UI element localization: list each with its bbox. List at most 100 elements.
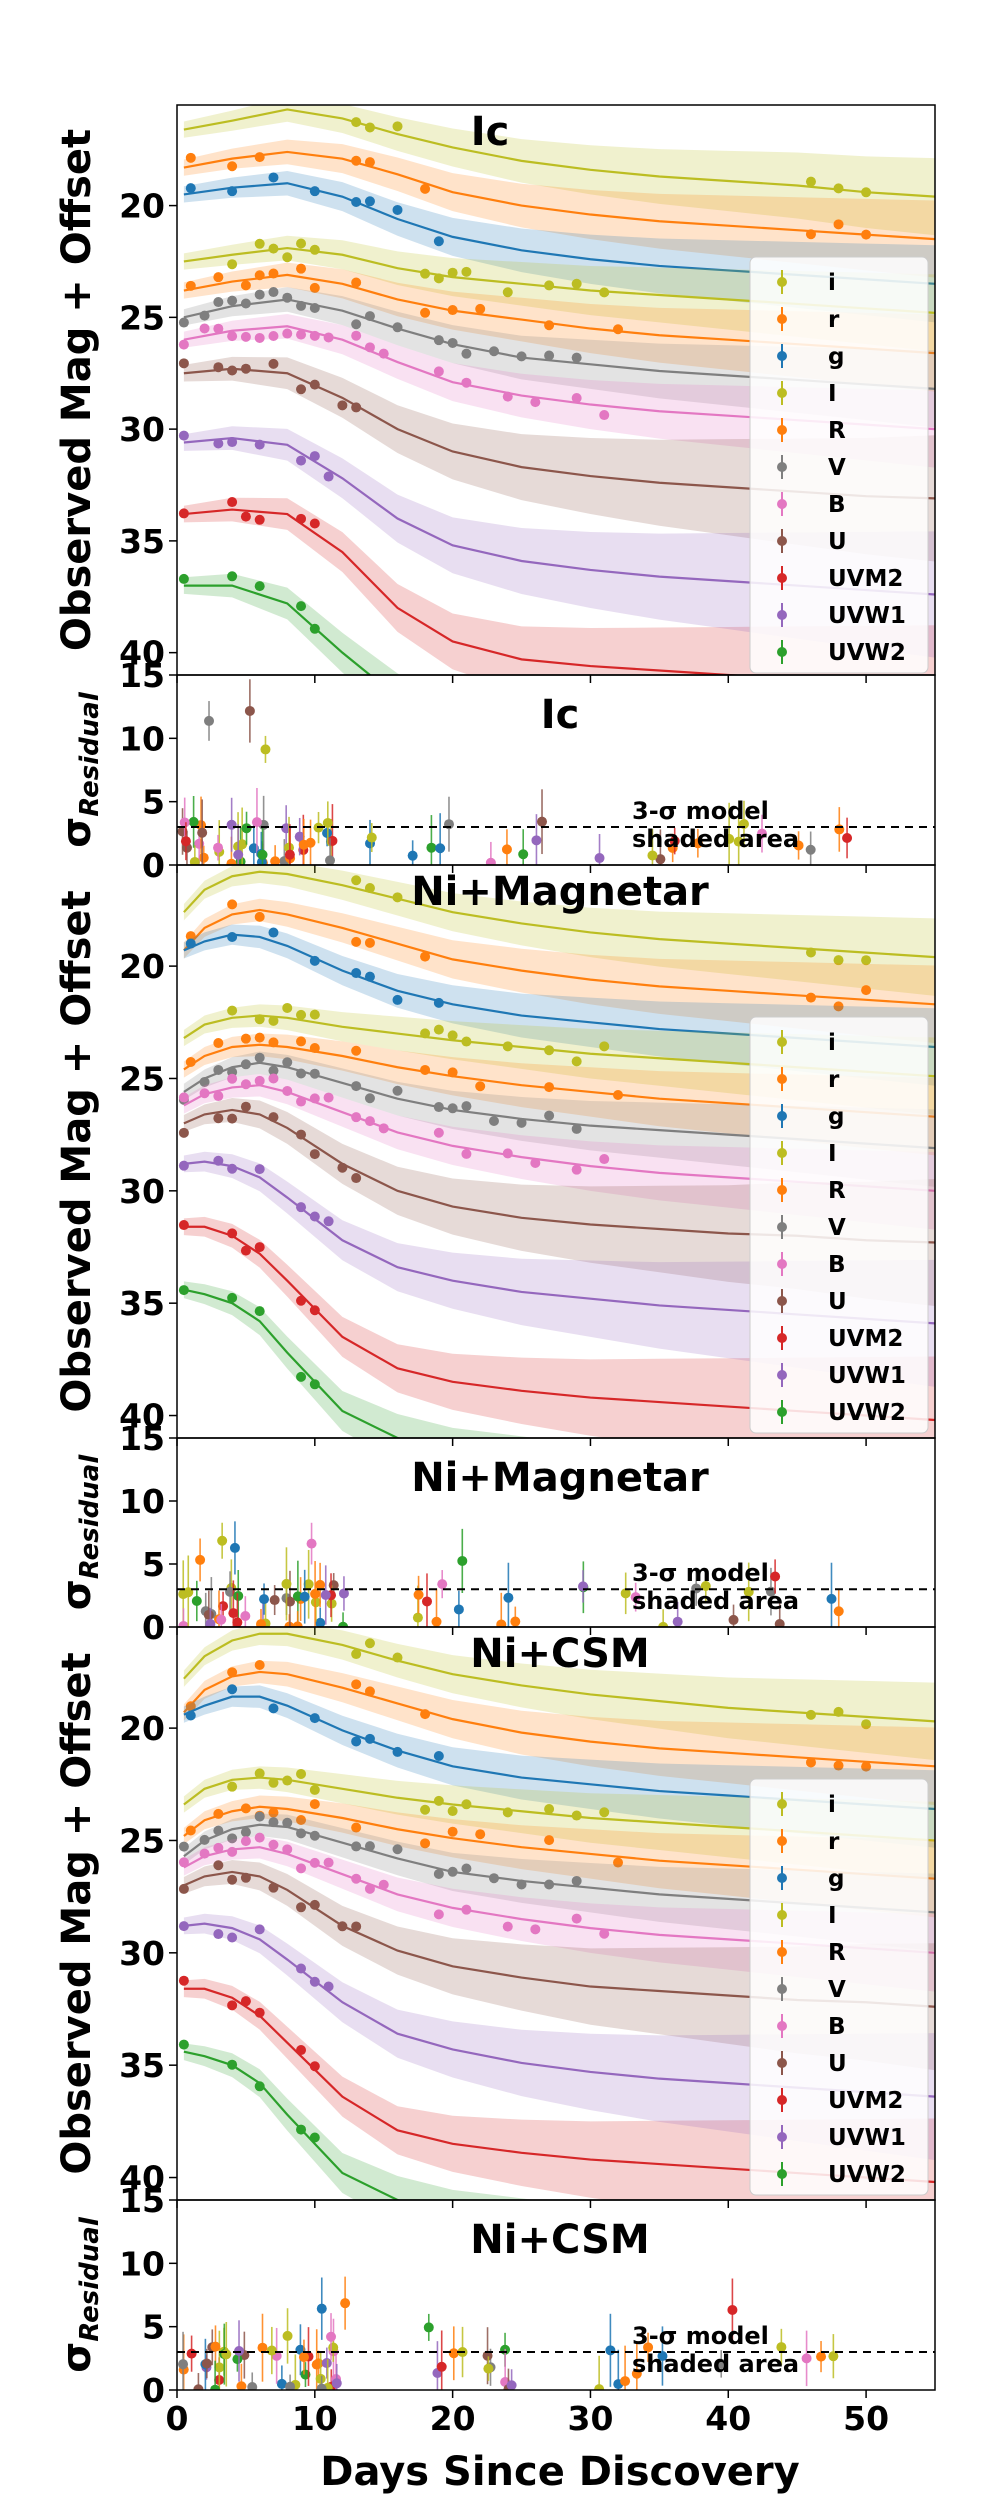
point-I xyxy=(433,1795,444,1806)
point-B xyxy=(461,1904,472,1915)
point-V xyxy=(178,1841,189,1852)
point-B xyxy=(268,1839,279,1850)
point-U xyxy=(227,1874,238,1885)
point-V xyxy=(240,1827,251,1838)
point-g xyxy=(268,927,279,938)
point-V xyxy=(447,337,458,348)
panel-title: Ni+Magnetar xyxy=(411,869,709,915)
point-g xyxy=(309,955,320,966)
residual-point xyxy=(269,1595,280,1606)
legend-label-UVW1: UVW1 xyxy=(828,2125,906,2151)
residual-point xyxy=(338,1588,349,1599)
legend-marker-UVM2 xyxy=(777,2095,787,2105)
point-g xyxy=(364,971,375,982)
x-tick-label: 0 xyxy=(166,2399,189,2438)
point-I xyxy=(254,1014,265,1025)
y-tick-label: 15 xyxy=(119,2181,165,2220)
legend-marker-i xyxy=(777,1037,787,1047)
point-UVW1 xyxy=(213,438,224,449)
residual-point xyxy=(221,2349,232,2360)
legend-marker-r xyxy=(777,314,787,324)
legend-label-r: r xyxy=(828,1067,840,1093)
point-g xyxy=(268,172,279,183)
point-UVW1 xyxy=(178,430,189,441)
point-B xyxy=(282,1844,293,1855)
residual-point xyxy=(282,2330,293,2341)
y-axis-label: σResidual xyxy=(54,691,105,848)
point-g xyxy=(364,1733,375,1744)
series-UVW2 xyxy=(178,2039,536,2200)
residual-point xyxy=(506,2380,517,2390)
residual-point xyxy=(299,1591,310,1602)
point-V xyxy=(516,1117,527,1128)
residual-point xyxy=(770,1571,781,1582)
residual-point xyxy=(251,817,262,828)
residual-point xyxy=(311,2359,322,2370)
point-UVW1 xyxy=(178,1921,189,1932)
residual-point xyxy=(436,2361,447,2372)
y-axis-label: σResidual xyxy=(54,1454,105,1611)
point-R xyxy=(475,303,486,314)
residual-point xyxy=(321,2358,332,2369)
point-V xyxy=(516,351,527,362)
point-UVM2 xyxy=(254,1242,265,1253)
legend-label-U: U xyxy=(828,1289,847,1315)
annotation-line-1: 3-σ model xyxy=(632,2322,769,2350)
point-V xyxy=(199,1834,210,1845)
point-UVW1 xyxy=(323,471,334,482)
point-V xyxy=(309,1068,320,1079)
legend-marker-r xyxy=(777,1074,787,1084)
residual-point xyxy=(828,2351,839,2362)
y-tick-label: 35 xyxy=(119,522,165,561)
point-B xyxy=(254,1832,265,1843)
point-r xyxy=(420,183,431,194)
point-I xyxy=(447,1806,458,1817)
residual-point xyxy=(284,849,295,860)
point-I xyxy=(268,1777,279,1788)
point-g xyxy=(309,1713,320,1724)
band-UVW1 xyxy=(183,1913,935,2161)
residual-point xyxy=(316,2303,327,2314)
point-B xyxy=(378,348,389,359)
point-R xyxy=(296,1814,307,1825)
point-V xyxy=(213,297,224,308)
legend-label-V: V xyxy=(828,1215,846,1241)
band-UVW2 xyxy=(183,1281,536,1438)
point-UVW1 xyxy=(227,1163,238,1174)
point-I xyxy=(254,238,265,249)
residual-point xyxy=(233,849,244,860)
point-V xyxy=(392,1844,403,1855)
residual-point xyxy=(423,2322,434,2333)
band-V xyxy=(183,287,935,428)
point-g xyxy=(351,1736,362,1747)
legend-marker-UVW1 xyxy=(777,2132,787,2142)
point-B xyxy=(213,323,224,334)
band-B xyxy=(183,1073,935,1230)
residual-point xyxy=(431,1616,442,1627)
y-tick-label: 30 xyxy=(119,1934,165,1973)
point-UVW2 xyxy=(296,2124,307,2135)
residual-point xyxy=(421,1596,432,1607)
residual-point xyxy=(366,832,377,843)
point-UVM2 xyxy=(296,1295,307,1306)
point-R xyxy=(447,1826,458,1837)
residual-point xyxy=(193,2384,204,2390)
legend-label-V: V xyxy=(828,1977,846,2003)
point-I xyxy=(420,1804,431,1815)
point-UVW1 xyxy=(296,1963,307,1974)
y-axis-label: Observed Mag + Offset xyxy=(54,1652,100,2174)
legend-marker-UVW1 xyxy=(777,1370,787,1380)
band-B xyxy=(183,1835,935,1992)
residual-point xyxy=(531,835,542,846)
point-i xyxy=(833,1706,844,1717)
point-U xyxy=(309,379,320,390)
residual-point xyxy=(501,844,512,855)
legend-marker-B xyxy=(777,2021,787,2031)
point-V xyxy=(488,1115,499,1126)
point-R xyxy=(351,1045,362,1056)
point-B xyxy=(433,1127,444,1138)
point-i xyxy=(861,1719,872,1730)
legend-label-g: g xyxy=(828,344,844,370)
